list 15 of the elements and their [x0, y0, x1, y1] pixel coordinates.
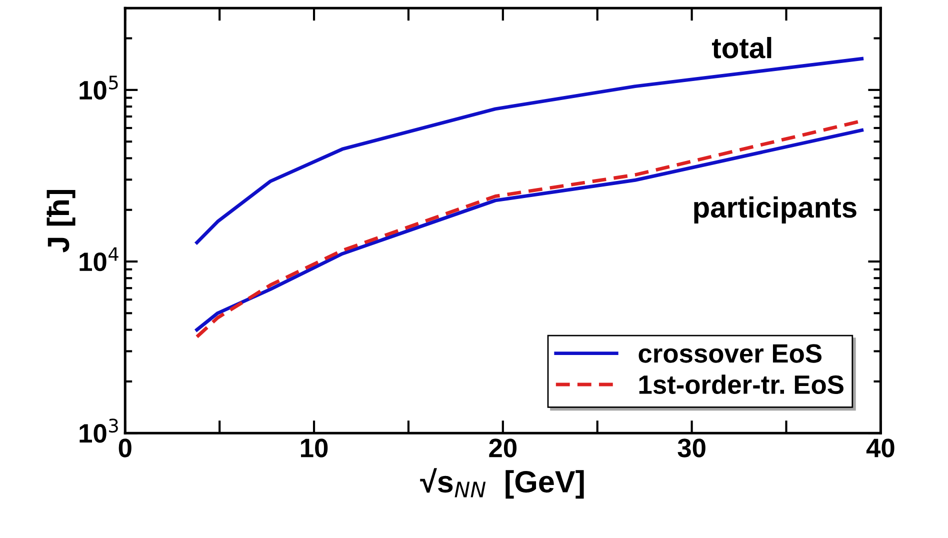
- y-tick-label: 10$^{3}$: [80, 418, 118, 443]
- y-axis-title: J [ħ]: [46, 190, 76, 252]
- annotation: total: [712, 36, 772, 58]
- legend-label: crossover EoS: [638, 344, 822, 363]
- x-tick-label: 0: [118, 438, 132, 458]
- y-tick-label: 10$^{4}$: [80, 247, 118, 272]
- y-tick-label: 10$^{5}$: [80, 76, 118, 100]
- x-tick-label: 10: [301, 438, 328, 458]
- x-tick-label: 30: [678, 438, 706, 458]
- annotation: participants: [694, 196, 856, 224]
- x-tick-label: 40: [866, 438, 894, 458]
- legend-label: 1st-order-tr. EoS: [639, 374, 844, 394]
- x-tick-label: 20: [489, 438, 517, 458]
- x-axis-title: √s$_{NN}$ [GeV]: [420, 468, 584, 499]
- line-series: [195, 57, 864, 244]
